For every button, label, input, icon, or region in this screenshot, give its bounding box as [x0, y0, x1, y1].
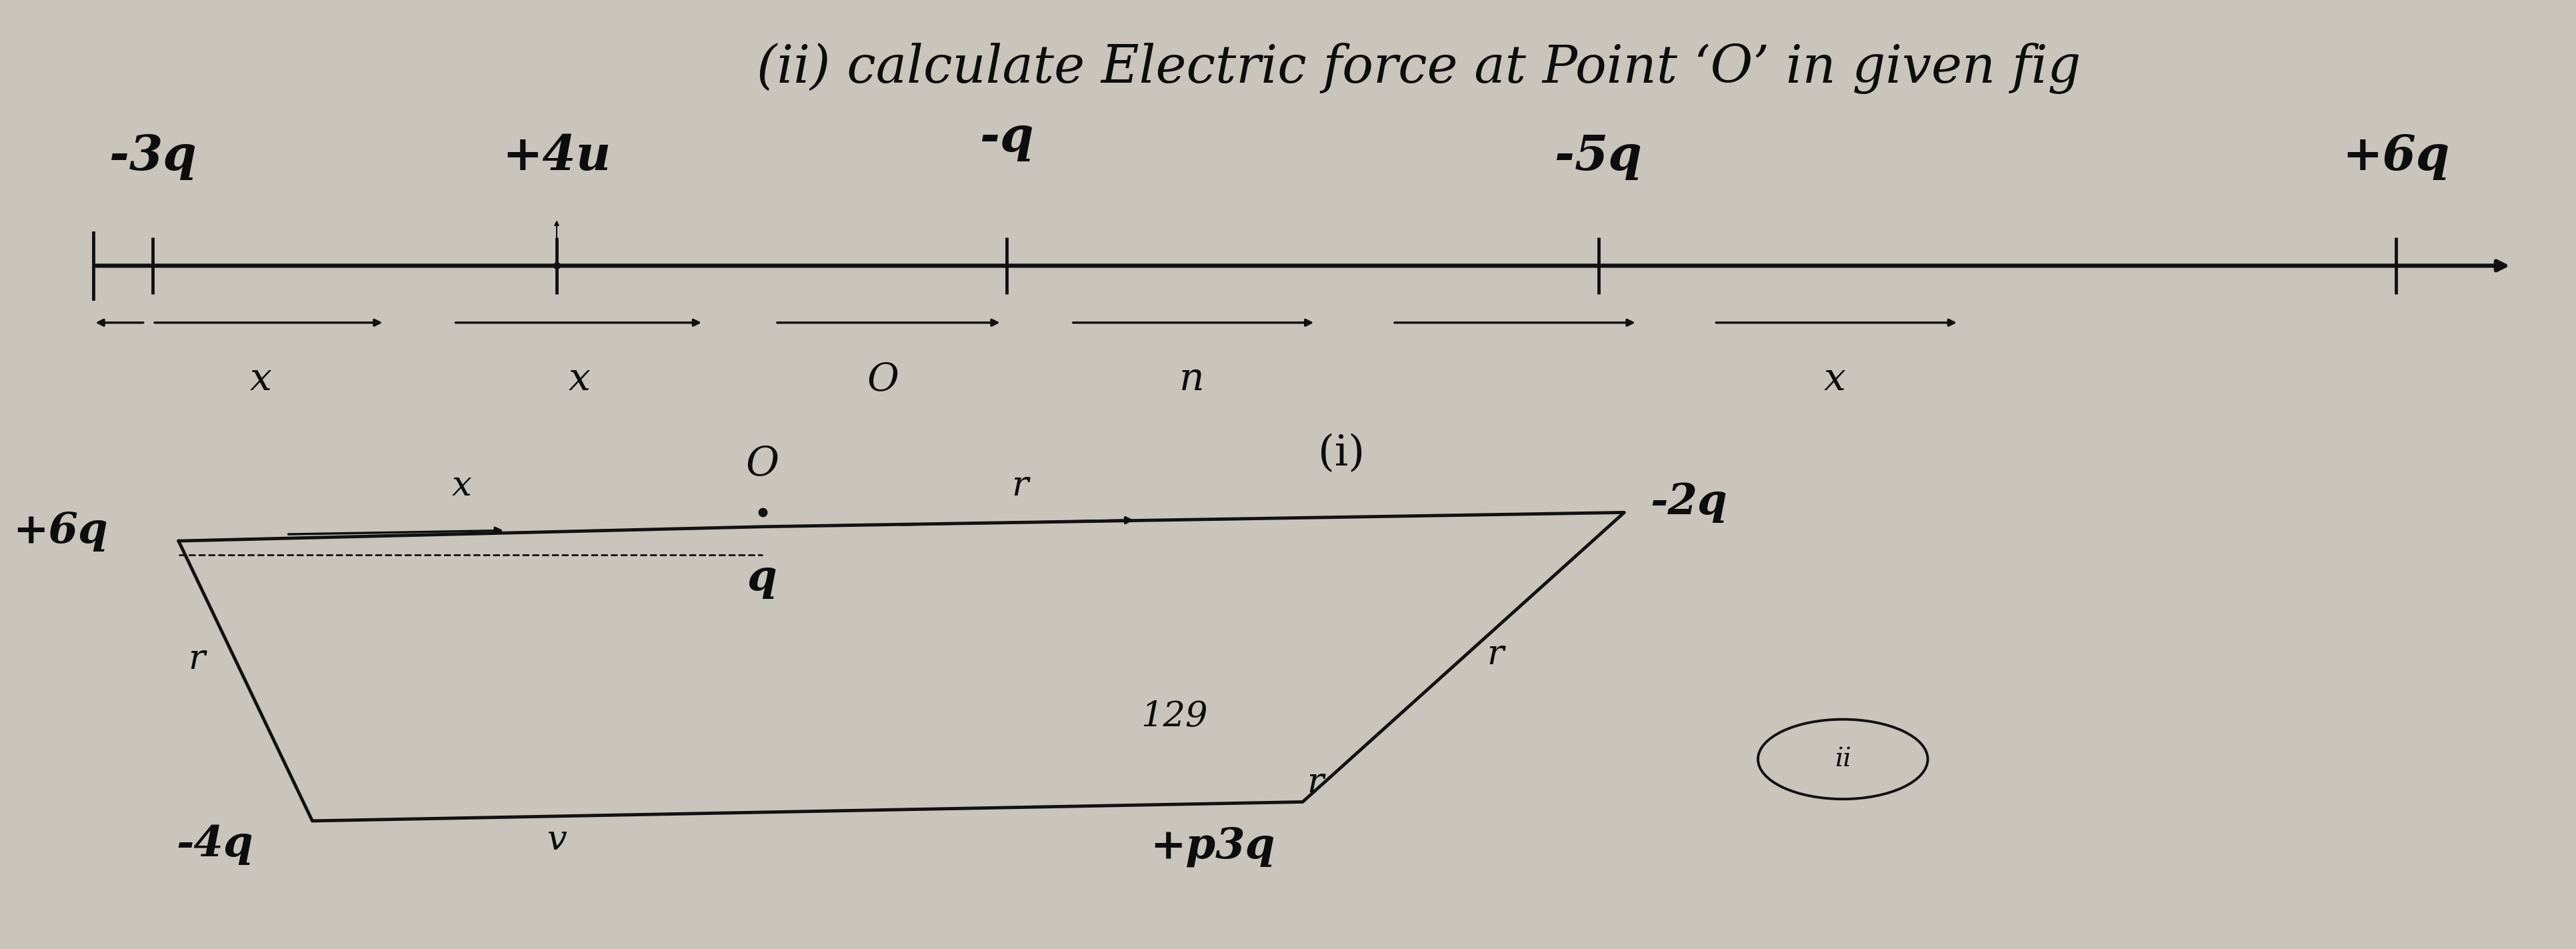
- Text: r: r: [1486, 638, 1504, 672]
- Text: -2q: -2q: [1651, 482, 1726, 524]
- Text: r: r: [1306, 766, 1324, 800]
- Text: r: r: [1012, 469, 1028, 503]
- Text: x: x: [451, 469, 471, 503]
- Text: x: x: [569, 361, 590, 399]
- Text: ii: ii: [1834, 747, 1852, 772]
- Text: x: x: [1824, 361, 1847, 399]
- Text: -5q: -5q: [1556, 133, 1641, 180]
- Text: 129: 129: [1141, 699, 1208, 734]
- Text: -q: -q: [979, 114, 1033, 161]
- Text: v: v: [546, 823, 567, 857]
- Text: -3q: -3q: [108, 133, 196, 180]
- Text: x: x: [250, 361, 273, 399]
- Text: (ii) calculate Electric force at Point ‘O’ in given fig: (ii) calculate Electric force at Point ‘…: [757, 43, 2081, 94]
- Text: q: q: [747, 558, 778, 600]
- Text: +6q: +6q: [13, 511, 108, 552]
- Text: (i): (i): [1319, 434, 1365, 474]
- Text: -4q: -4q: [175, 824, 252, 865]
- Text: +p3q: +p3q: [1151, 826, 1275, 867]
- Text: O: O: [868, 361, 899, 399]
- Text: r: r: [188, 642, 206, 677]
- Text: +6q: +6q: [2342, 133, 2450, 180]
- Text: n: n: [1180, 361, 1206, 399]
- Text: +4u: +4u: [502, 133, 611, 180]
- Text: O: O: [747, 444, 778, 484]
